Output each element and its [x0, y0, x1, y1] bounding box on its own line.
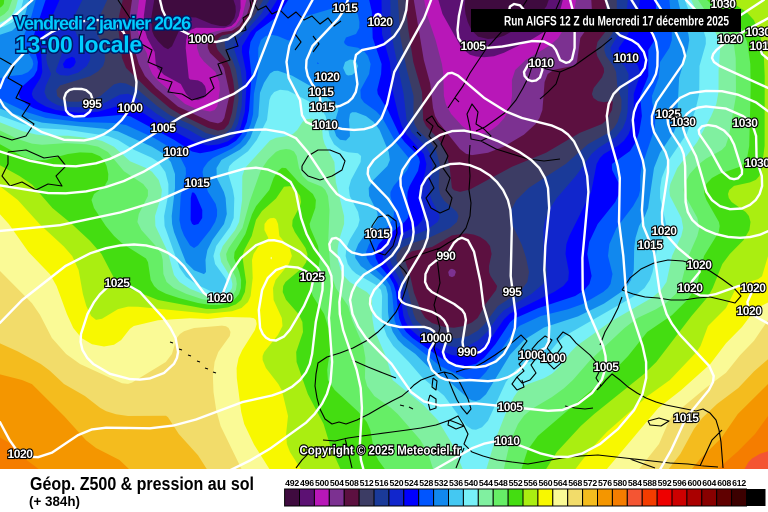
svg-text:592: 592	[658, 478, 672, 488]
svg-text:1020: 1020	[207, 291, 233, 305]
svg-text:1020: 1020	[314, 70, 340, 84]
svg-text:Géop. Z500 & pression au sol: Géop. Z500 & pression au sol	[30, 474, 254, 494]
svg-text:13:00 locale: 13:00 locale	[15, 32, 142, 58]
svg-text:1030: 1030	[670, 115, 696, 129]
svg-text:1015: 1015	[673, 411, 699, 425]
svg-text:1030: 1030	[744, 156, 768, 170]
svg-text:1010: 1010	[163, 145, 189, 159]
svg-text:596: 596	[673, 478, 687, 488]
svg-text:1020: 1020	[7, 447, 33, 461]
svg-text:496: 496	[300, 478, 314, 488]
svg-text:600: 600	[687, 478, 701, 488]
svg-text:1005: 1005	[593, 360, 619, 374]
svg-text:528: 528	[419, 478, 433, 488]
svg-text:990: 990	[458, 345, 478, 359]
svg-text:1030: 1030	[732, 116, 758, 130]
svg-text:1015: 1015	[637, 238, 663, 252]
svg-text:1020: 1020	[367, 15, 393, 29]
svg-text:1015: 1015	[184, 176, 210, 190]
svg-text:1010: 1010	[494, 434, 520, 448]
svg-text:608: 608	[717, 478, 731, 488]
svg-text:560: 560	[538, 478, 552, 488]
svg-text:1005: 1005	[460, 39, 486, 53]
svg-text:1000: 1000	[188, 32, 214, 46]
svg-text:1010: 1010	[528, 56, 554, 70]
svg-text:1030: 1030	[745, 25, 768, 39]
svg-text:1005: 1005	[497, 400, 523, 414]
svg-text:584: 584	[628, 478, 642, 488]
svg-text:1020: 1020	[736, 304, 762, 318]
svg-text:548: 548	[494, 478, 508, 488]
svg-text:1005: 1005	[150, 121, 176, 135]
svg-text:1025: 1025	[104, 276, 130, 290]
svg-text:568: 568	[568, 478, 582, 488]
svg-text:516: 516	[374, 478, 388, 488]
svg-text:524: 524	[404, 478, 418, 488]
svg-text:990: 990	[437, 249, 457, 263]
svg-text:564: 564	[553, 478, 567, 488]
svg-text:604: 604	[702, 478, 716, 488]
svg-text:1015: 1015	[308, 85, 334, 99]
svg-text:504: 504	[330, 478, 344, 488]
svg-text:10000: 10000	[420, 331, 452, 345]
svg-text:1020: 1020	[686, 258, 712, 272]
svg-text:1000: 1000	[518, 348, 544, 362]
svg-text:1025: 1025	[299, 270, 325, 284]
svg-text:552: 552	[509, 478, 523, 488]
svg-text:540: 540	[464, 478, 478, 488]
svg-text:1010: 1010	[312, 118, 338, 132]
svg-text:576: 576	[598, 478, 612, 488]
svg-text:588: 588	[643, 478, 657, 488]
svg-text:1020: 1020	[651, 224, 677, 238]
svg-text:580: 580	[613, 478, 627, 488]
svg-text:1020: 1020	[717, 32, 743, 46]
svg-text:1015: 1015	[749, 39, 768, 53]
svg-text:536: 536	[449, 478, 463, 488]
svg-text:Run AIGFS 12 Z du Mercredi 17: Run AIGFS 12 Z du Mercredi 17 décembre 2…	[504, 14, 729, 29]
svg-text:1000: 1000	[117, 101, 143, 115]
svg-text:1025: 1025	[655, 107, 681, 121]
svg-text:612: 612	[732, 478, 746, 488]
svg-text:532: 532	[434, 478, 448, 488]
svg-text:520: 520	[389, 478, 403, 488]
svg-text:995: 995	[503, 285, 523, 299]
svg-text:500: 500	[315, 478, 329, 488]
svg-text:1015: 1015	[364, 227, 390, 241]
svg-text:1020: 1020	[677, 281, 703, 295]
svg-text:512: 512	[360, 478, 374, 488]
svg-text:572: 572	[583, 478, 597, 488]
svg-text:544: 544	[479, 478, 493, 488]
svg-text:995: 995	[83, 97, 103, 111]
svg-text:(+ 384h): (+ 384h)	[29, 494, 80, 509]
svg-text:492: 492	[285, 478, 299, 488]
svg-text:1000: 1000	[540, 351, 566, 365]
svg-text:556: 556	[524, 478, 538, 488]
svg-text:1020: 1020	[740, 281, 766, 295]
svg-text:1010: 1010	[613, 51, 639, 65]
svg-text:1015: 1015	[309, 100, 335, 114]
svg-text:508: 508	[345, 478, 359, 488]
svg-text:Vendredi 2 janvier 2026: Vendredi 2 janvier 2026	[14, 14, 191, 34]
svg-text:Copyright © 2025 Meteociel.fr: Copyright © 2025 Meteociel.fr	[300, 443, 462, 458]
svg-text:1015: 1015	[332, 1, 358, 15]
